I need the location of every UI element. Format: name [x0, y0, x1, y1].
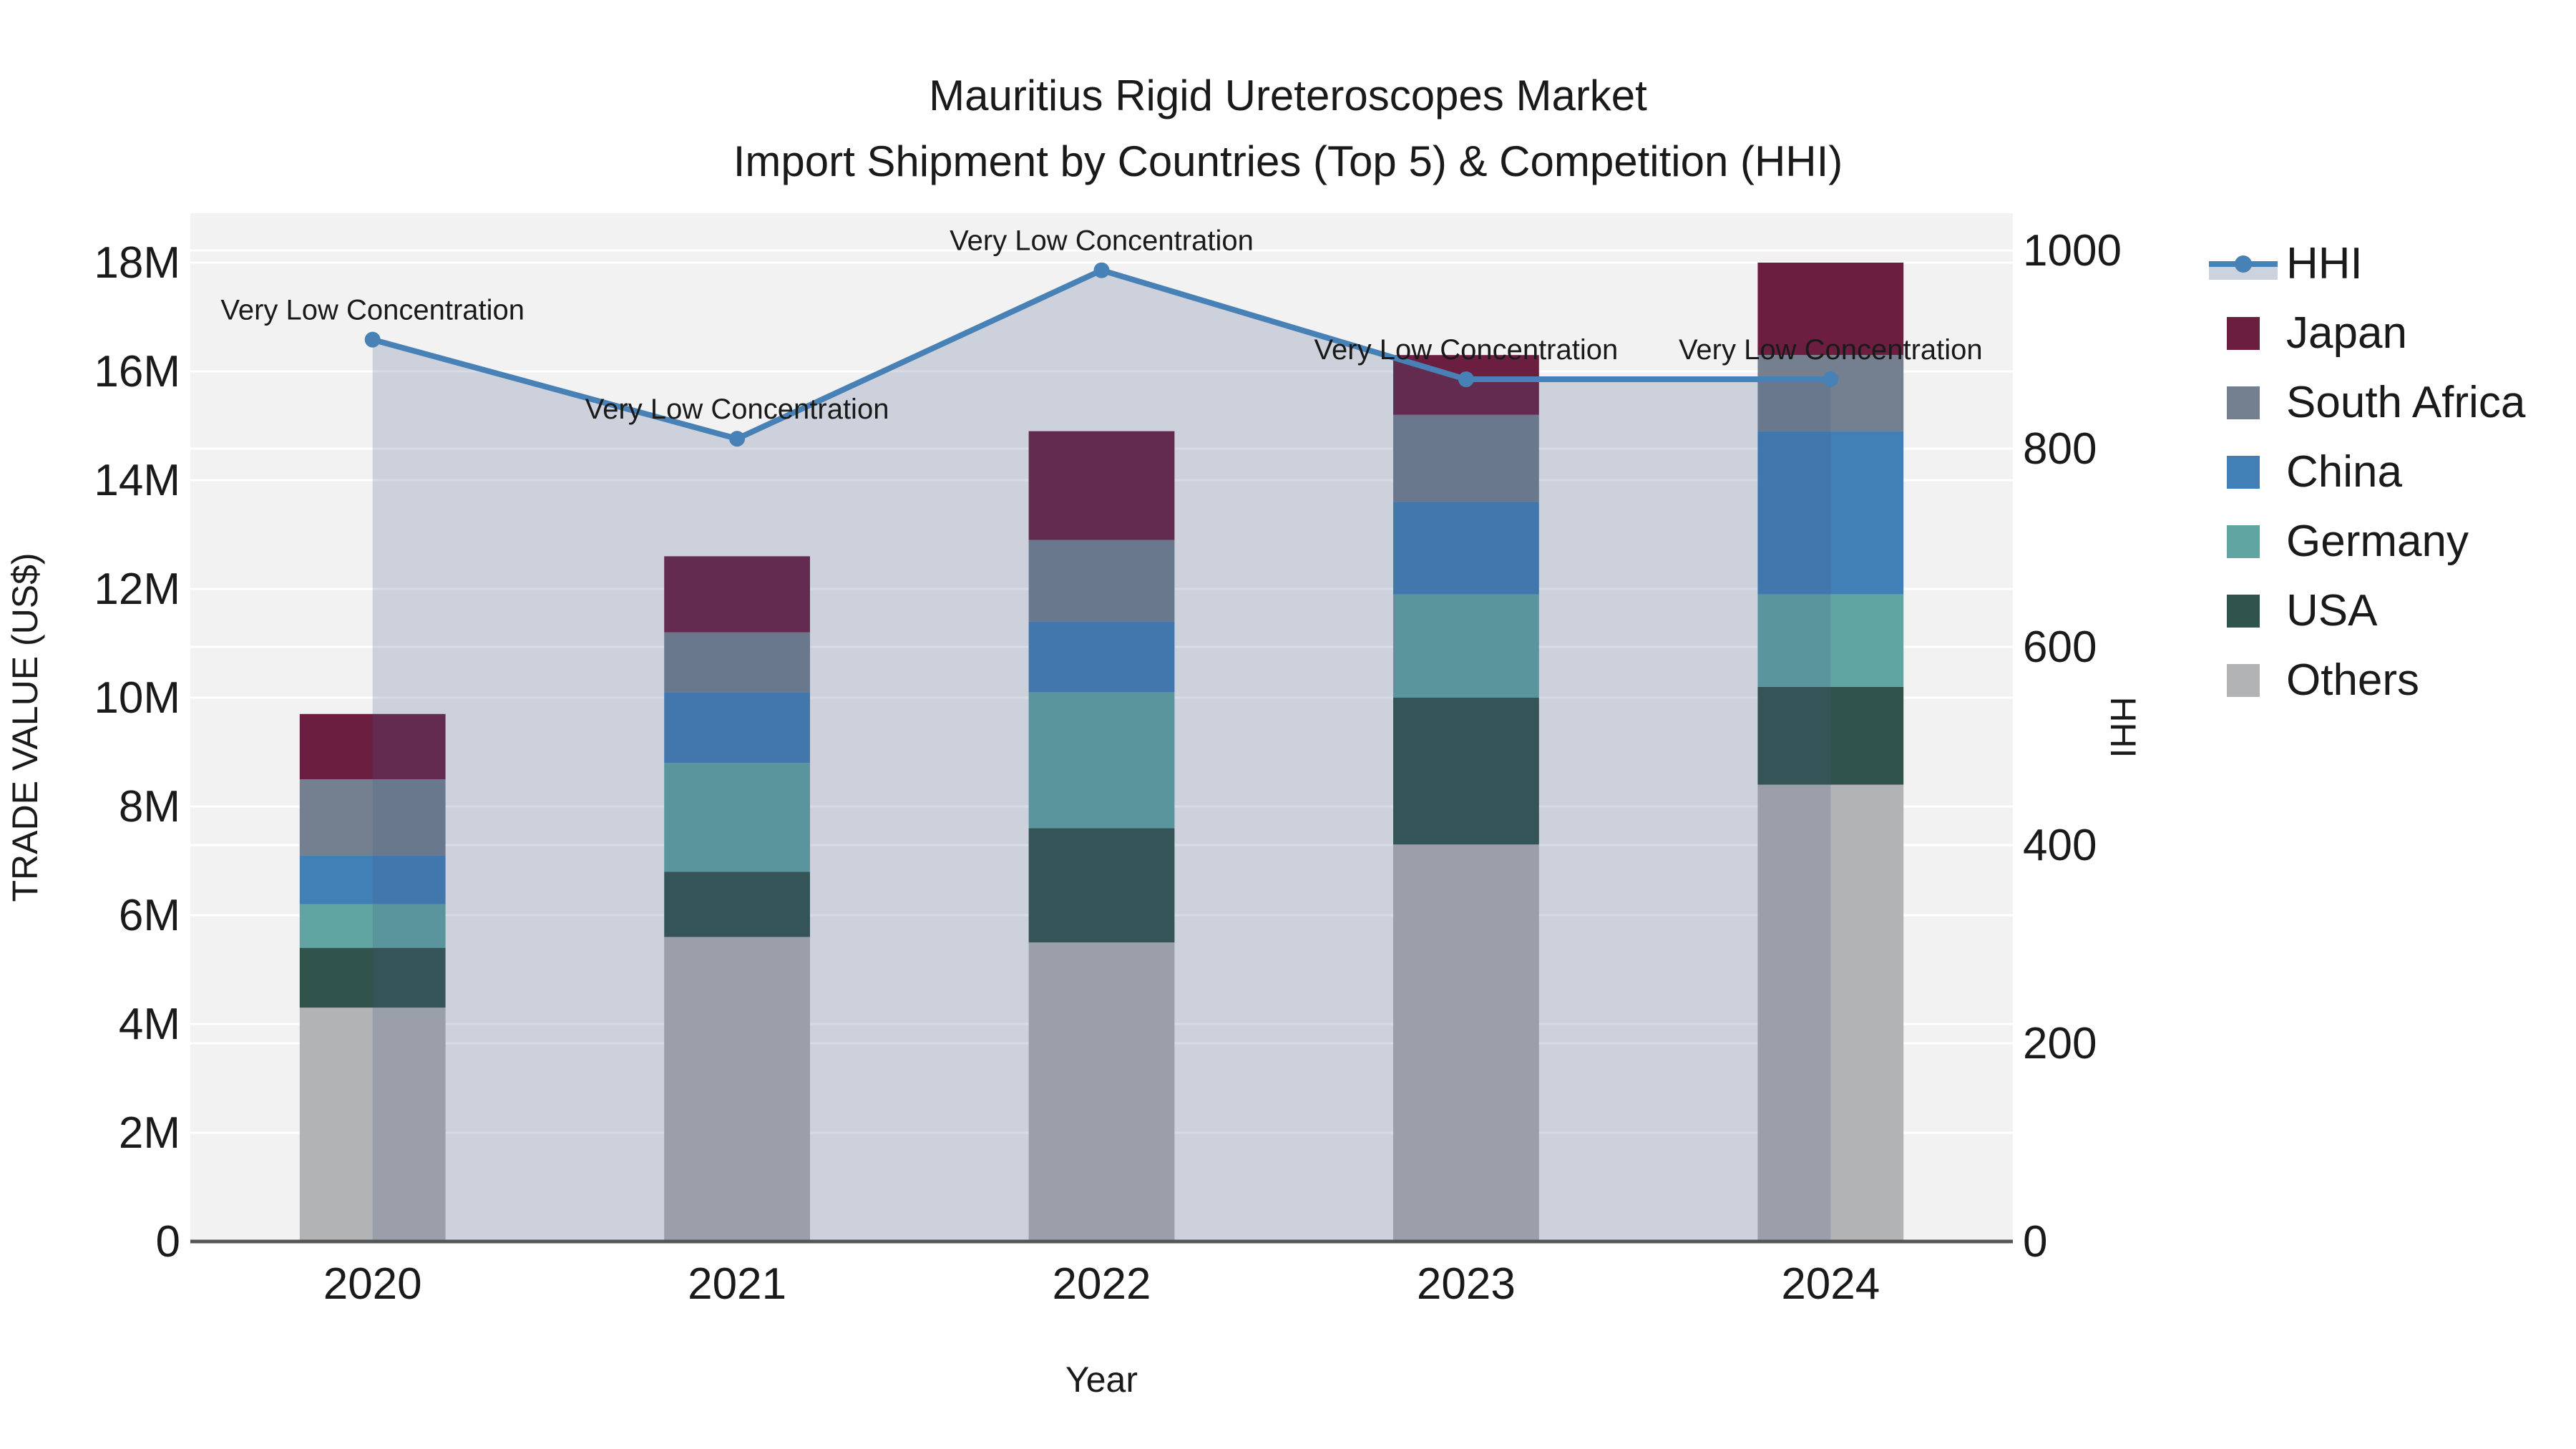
y-left-tick-label: 4M: [119, 1000, 180, 1049]
bar-segment-usa-2020[interactable]: [299, 947, 446, 1008]
legend-item-japan[interactable]: Japan: [2206, 298, 2525, 368]
legend-item-hhi[interactable]: HHI: [2206, 229, 2525, 298]
x-tick-label-2024: 2024: [1781, 1259, 1880, 1309]
legend-item-usa[interactable]: USA: [2206, 576, 2525, 645]
y-left-tick-label: 18M: [94, 238, 180, 288]
legend-item-china[interactable]: China: [2206, 437, 2525, 507]
legend-swatch-others: [2227, 663, 2260, 697]
bar-segment-germany-2024[interactable]: [1757, 594, 1904, 687]
legend-swatch-germany: [2227, 525, 2260, 558]
hhi-marker-2020[interactable]: [364, 331, 381, 348]
hhi-line-sample: [2206, 246, 2280, 282]
annotation-2024: Very Low Concentration: [1679, 334, 1983, 366]
bar-segment-south-africa-2020[interactable]: [299, 779, 446, 856]
bar-segment-china-2023[interactable]: [1393, 502, 1539, 595]
legend-swatch-container: [2206, 316, 2280, 350]
y-left-tick-label: 2M: [119, 1108, 180, 1158]
y-right-tick-label: 1000: [2023, 226, 2122, 275]
chart-title-line1: Mauritius Rigid Ureteroscopes Market: [929, 72, 1647, 119]
annotation-2023: Very Low Concentration: [1314, 334, 1619, 366]
legend-item-germany[interactable]: Germany: [2206, 507, 2525, 576]
legend-swatch-container: [2206, 386, 2280, 419]
hhi-marker-2021[interactable]: [729, 431, 746, 447]
legend-label: HHI: [2286, 239, 2363, 288]
bar-segment-usa-2023[interactable]: [1393, 698, 1539, 845]
chart-title: Mauritius Rigid Ureteroscopes Market Imp…: [0, 63, 2576, 195]
hhi-line-sample-graphic: [2209, 246, 2278, 282]
legend-label: Germany: [2286, 517, 2469, 566]
legend-label: China: [2286, 447, 2402, 497]
y-right-tick-label: 0: [2023, 1217, 2047, 1267]
x-axis-title: Year: [1065, 1360, 1138, 1400]
bar-segment-germany-2020[interactable]: [299, 904, 446, 948]
bar-segment-others-2022[interactable]: [1028, 942, 1175, 1241]
bar-segment-japan-2024[interactable]: [1757, 263, 1904, 356]
bar-segment-china-2024[interactable]: [1757, 431, 1904, 595]
hhi-marker-2023[interactable]: [1458, 371, 1474, 388]
legend-item-south-africa[interactable]: South Africa: [2206, 368, 2525, 437]
bar-segment-japan-2021[interactable]: [664, 556, 810, 633]
y-right-tick-label: 600: [2023, 623, 2097, 672]
legend-swatch-japan: [2227, 316, 2260, 350]
legend-label: Others: [2286, 655, 2420, 705]
bar-segment-japan-2020[interactable]: [299, 713, 446, 779]
bar-segment-others-2020[interactable]: [299, 1008, 446, 1241]
legend-label: Japan: [2286, 308, 2407, 358]
legend: HHI Japan South Africa China Germany USA Other…: [2206, 229, 2525, 715]
legend-swatch-container: [2206, 525, 2280, 558]
bar-segment-south-africa-2022[interactable]: [1028, 540, 1175, 622]
y-right-tick-label: 200: [2023, 1019, 2097, 1068]
legend-swatch-container: [2206, 594, 2280, 628]
y-left-tick-label: 10M: [94, 673, 180, 723]
legend-swatch-south-africa: [2227, 386, 2260, 419]
bar-segment-japan-2022[interactable]: [1028, 431, 1175, 540]
chart-title-line2: Import Shipment by Countries (Top 5) & C…: [733, 137, 1843, 185]
y-right-tick-label: 800: [2023, 424, 2097, 474]
bar-segment-china-2020[interactable]: [299, 855, 446, 904]
annotation-2021: Very Low Concentration: [585, 394, 889, 425]
bar-segment-south-africa-2023[interactable]: [1393, 414, 1539, 502]
hhi-marker-2024[interactable]: [1823, 371, 1839, 388]
legend-label: South Africa: [2286, 378, 2526, 427]
bar-segment-china-2022[interactable]: [1028, 621, 1175, 693]
annotation-2022: Very Low Concentration: [950, 225, 1254, 257]
legend-label: USA: [2286, 586, 2378, 635]
bar-segment-others-2021[interactable]: [664, 937, 810, 1241]
hhi-marker-glyph: [2235, 255, 2252, 273]
y-right-tick-label: 400: [2023, 821, 2097, 870]
x-tick-label-2022: 2022: [1053, 1259, 1151, 1309]
legend-swatch-china: [2227, 455, 2260, 489]
x-tick-label-2020: 2020: [323, 1259, 422, 1309]
x-tick-label-2023: 2023: [1417, 1259, 1516, 1309]
bar-segment-others-2024[interactable]: [1757, 784, 1904, 1241]
hhi-area-fill: [372, 270, 1831, 1242]
x-tick-label-2021: 2021: [688, 1259, 786, 1309]
bar-segment-others-2023[interactable]: [1393, 844, 1539, 1241]
bar-segment-germany-2023[interactable]: [1393, 594, 1539, 698]
y-left-tick-label: 16M: [94, 347, 180, 396]
y-left-tick-label: 14M: [94, 456, 180, 505]
bar-segment-germany-2022[interactable]: [1028, 692, 1175, 829]
y-left-tick-label: 12M: [94, 565, 180, 614]
y-left-axis-title: TRADE VALUE (US$): [5, 552, 45, 902]
y-left-tick-label: 6M: [119, 891, 180, 940]
bar-segment-china-2021[interactable]: [664, 692, 810, 763]
bar-segment-germany-2021[interactable]: [664, 763, 810, 872]
y-left-tick-label: 8M: [119, 782, 180, 831]
bar-segment-usa-2021[interactable]: [664, 872, 810, 937]
hhi-marker-2022[interactable]: [1093, 262, 1110, 278]
bar-segment-south-africa-2024[interactable]: [1757, 355, 1904, 431]
annotation-2020: Very Low Concentration: [220, 295, 525, 326]
bar-segment-south-africa-2021[interactable]: [664, 632, 810, 693]
bar-segment-usa-2024[interactable]: [1757, 686, 1904, 785]
legend-item-others[interactable]: Others: [2206, 645, 2525, 715]
legend-swatch-container: [2206, 663, 2280, 697]
y-right-axis-title: HHI: [2103, 696, 2143, 758]
bar-segment-usa-2022[interactable]: [1028, 828, 1175, 942]
legend-swatch-usa: [2227, 594, 2260, 628]
y-left-tick-label: 0: [156, 1217, 180, 1267]
legend-swatch-container: [2206, 455, 2280, 489]
